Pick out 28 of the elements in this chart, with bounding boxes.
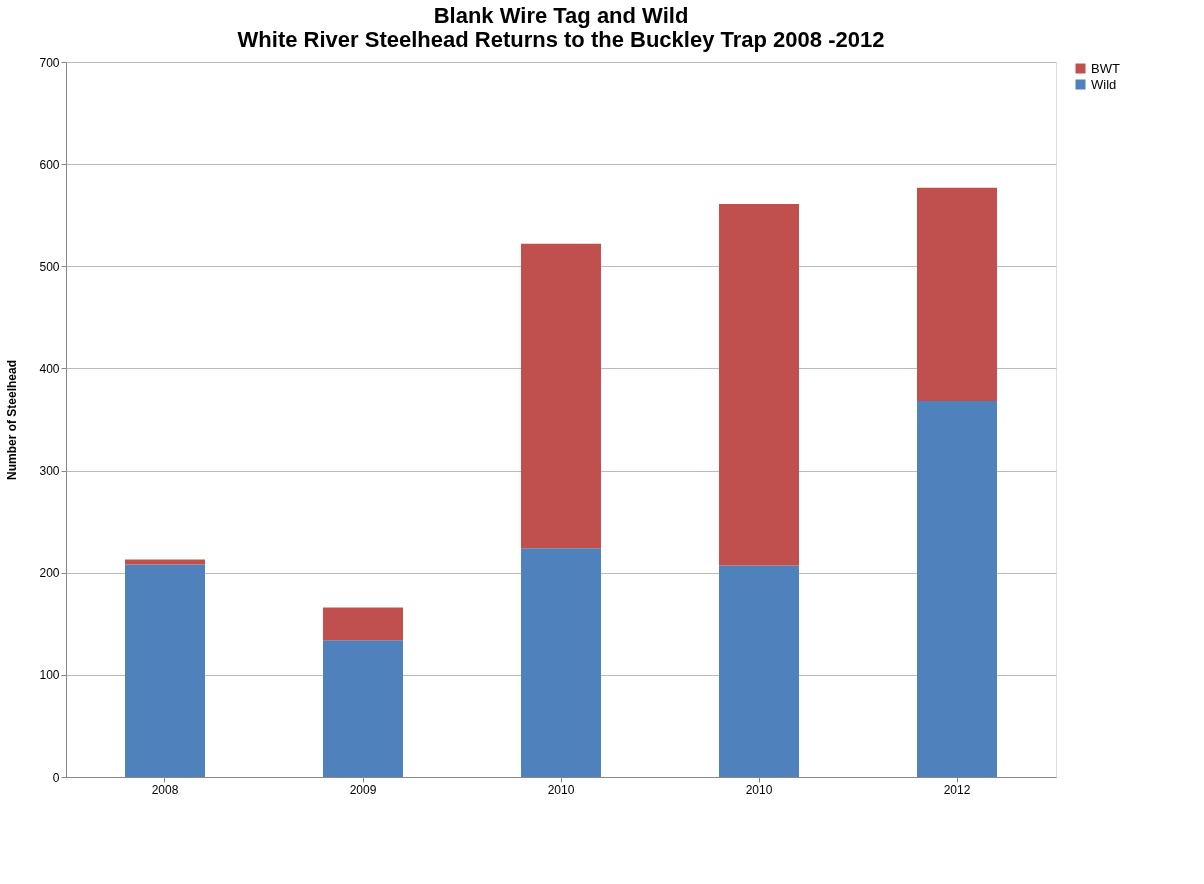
x-tick-label: 2010 <box>547 782 575 797</box>
x-tick-label: 2012 <box>943 782 971 797</box>
text: White River Steelhead Returns to the Buckley Trap 2008 -2012 <box>237 27 885 52</box>
bar <box>323 607 403 641</box>
bar <box>125 564 205 777</box>
bar <box>521 548 601 777</box>
x-tick-label: 2010 <box>745 782 773 797</box>
bar <box>719 203 799 566</box>
bar <box>125 559 205 565</box>
bar <box>917 401 997 777</box>
y-tick-label: 200 <box>39 566 60 581</box>
y-tick-label: 300 <box>39 464 60 479</box>
bar <box>323 640 403 777</box>
legend-label: BWT <box>1091 60 1120 76</box>
y-tick-label: 0 <box>52 770 60 785</box>
text: Blank Wire Tag and Wild <box>433 3 689 28</box>
y-axis-title: Number of Steelhead <box>5 359 20 481</box>
x-tick-label: 2009 <box>349 782 377 797</box>
y-tick-label: 400 <box>39 361 60 376</box>
bar <box>521 243 601 549</box>
y-tick-label: 700 <box>39 55 60 70</box>
x-tick-label: 2008 <box>151 782 179 797</box>
y-tick-label: 100 <box>39 668 60 683</box>
bar <box>917 187 997 402</box>
y-tick-label: 600 <box>39 157 60 172</box>
bar <box>719 565 799 777</box>
y-tick-label: 500 <box>39 259 60 274</box>
legend-label: Wild <box>1091 76 1117 92</box>
